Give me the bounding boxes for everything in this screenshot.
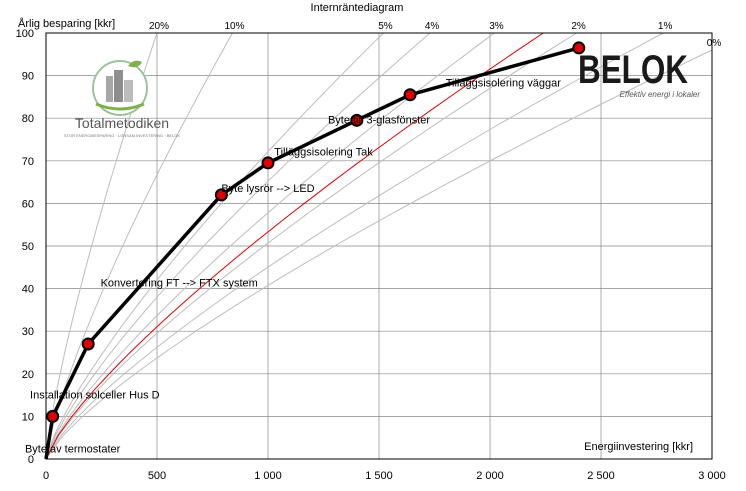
annotation-label: Tilläggsisolering Tak (274, 147, 373, 159)
belok-tagline: Effektiv energi i lokaler (620, 90, 701, 99)
irr-labels: 20% 10% 5% 4% 3% 2% 1% 0% (149, 21, 721, 49)
y-axis-title: Årlig besparing [kkr] (18, 17, 115, 30)
irr-label: 0% (707, 38, 722, 49)
x-axis-ticks: 0 500 1 000 1 500 2 000 2 500 3 000 (43, 470, 726, 482)
x-tick-label: 2 500 (587, 470, 615, 482)
annotation-label: Installation solceller Hus D (30, 390, 160, 402)
irr-curve-4pct (45, 32, 431, 460)
highlighted-curve-line (45, 32, 544, 460)
irr-curve-0pct (45, 49, 713, 460)
irr-label: 4% (425, 21, 440, 32)
y-tick-label: 60 (22, 198, 34, 210)
belok-logo: BELOK Effektiv energi i lokaler (578, 48, 700, 99)
chart-title: Internräntediagram (311, 2, 404, 14)
irr-label: 1% (658, 21, 673, 32)
annotation-label: Byte till 3-glasfönster (328, 114, 430, 126)
data-point (81, 337, 95, 351)
x-tick-label: 1 000 (254, 470, 282, 482)
annotation-label: Tilläggsisolering väggar (446, 77, 561, 89)
irr-label: 3% (489, 21, 504, 32)
irr-curves (45, 32, 713, 460)
y-tick-label: 0 (28, 454, 34, 466)
annotation-label: Byte av termostater (25, 444, 121, 456)
irr-curve-5pct (45, 32, 384, 460)
irr-curve-2pct (45, 32, 577, 460)
data-point (261, 156, 275, 170)
annotations: Byte av termostater Installation solcelle… (25, 77, 561, 455)
irr-curve-3pct (45, 32, 495, 460)
irr-curve-10pct (45, 32, 233, 460)
totalmetodiken-name: Totalmetodiken (75, 115, 169, 131)
x-tick-label: 500 (148, 470, 166, 482)
y-tick-label: 50 (22, 241, 34, 253)
y-tick-label: 70 (22, 156, 34, 168)
irr-label: 5% (378, 21, 393, 32)
y-tick-label: 10 (22, 411, 34, 423)
x-axis-title: Energiinvestering [kkr] (584, 441, 693, 453)
data-point (350, 113, 364, 127)
data-point (572, 41, 586, 55)
investment-series (44, 41, 586, 460)
y-tick-label: 20 (22, 369, 34, 381)
data-point (403, 88, 417, 102)
irr-label: 10% (224, 21, 244, 32)
series-line (44, 46, 580, 460)
irr-label: 20% (149, 21, 169, 32)
annotation-label: Byte lysrör --> LED (221, 183, 314, 195)
irr-label: 2% (571, 21, 586, 32)
totalmetodiken-logo: Totalmetodiken STOR ENERGIBESPARING · LÖ… (64, 60, 180, 138)
y-tick-label: 80 (22, 113, 34, 125)
irr-curve-1pct (45, 32, 664, 460)
x-tick-label: 3 000 (698, 470, 726, 482)
y-tick-label: 40 (22, 284, 34, 296)
x-tick-label: 1 500 (365, 470, 393, 482)
belok-name: BELOK (578, 48, 688, 92)
y-axis-ticks: 0 10 20 30 40 50 60 70 80 90 100 (16, 28, 34, 466)
y-tick-label: 30 (22, 326, 34, 338)
annotation-label: Konvertering FT --> FTX system (101, 277, 258, 289)
highlighted-irr-curve (45, 32, 544, 460)
x-tick-label: 0 (43, 470, 49, 482)
data-point (46, 409, 60, 423)
data-point (214, 188, 228, 202)
x-tick-label: 2 000 (476, 470, 504, 482)
y-tick-label: 90 (22, 71, 34, 83)
y-tick-label: 100 (16, 28, 34, 40)
plot-frame (45, 32, 713, 460)
totalmetodiken-tagline: STOR ENERGIBESPARING · LÖNSAM INVESTERIN… (64, 133, 180, 138)
